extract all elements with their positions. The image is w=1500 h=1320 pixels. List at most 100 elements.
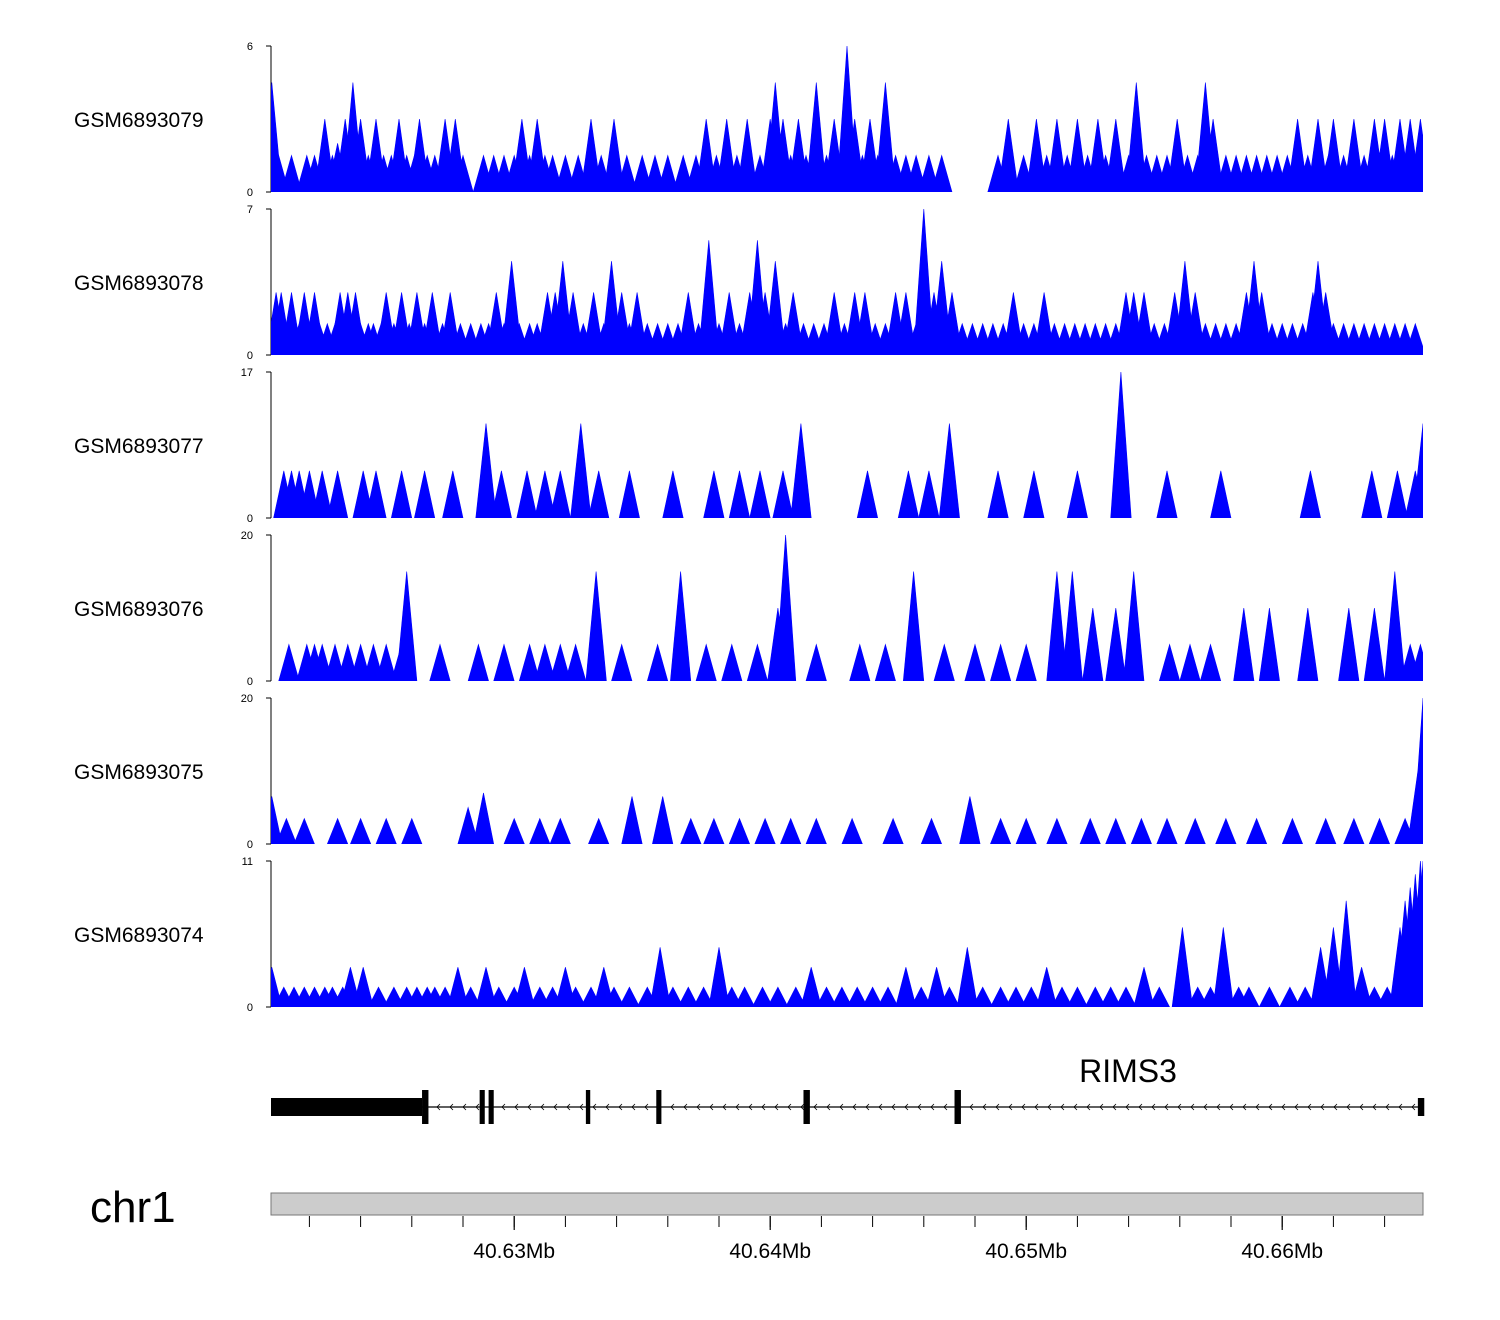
strand-arrow [696, 1103, 701, 1111]
strand-arrow [982, 1103, 987, 1111]
strand-arrow [1346, 1103, 1351, 1111]
coverage-peak [1363, 607, 1385, 681]
strand-arrow [553, 1103, 558, 1111]
coverage-peak [1015, 643, 1037, 681]
coverage-peak [649, 947, 671, 1007]
coverage-peak [1133, 967, 1155, 1007]
coverage-peak [447, 967, 469, 1007]
strand-arrow [1112, 1103, 1117, 1111]
strand-arrow [566, 1103, 571, 1111]
coverage-peak [1179, 643, 1201, 681]
coverage-peak [815, 986, 838, 1007]
axis-tick-label: 40.63Mb [473, 1240, 555, 1263]
coverage-peak [570, 423, 592, 518]
coverage-peak [367, 986, 390, 1007]
chromosome-label: chr1 [90, 1183, 176, 1232]
coverage-peak [1258, 607, 1280, 681]
coverage-peak [1210, 470, 1232, 518]
peaks [273, 371, 1423, 518]
strand-arrow [1164, 1103, 1169, 1111]
strand-arrow [826, 1103, 831, 1111]
track-GSM6893075: GSM6893075 20 0 [74, 693, 1423, 851]
coverage-peak [534, 470, 556, 518]
coverage-peak [549, 817, 571, 844]
coverage-peak [621, 796, 643, 844]
coverage-peak [1051, 986, 1073, 1007]
strand-arrow [709, 1103, 714, 1111]
strand-arrow [735, 1103, 740, 1111]
coverage-peak [1171, 927, 1193, 1007]
y-tick-label-min: 0 [247, 513, 253, 525]
coverage-peak [1294, 986, 1316, 1007]
strand-arrow [1411, 1103, 1416, 1111]
strand-arrow [774, 1103, 779, 1111]
strand-arrow [1372, 1103, 1377, 1111]
coverage-peak [1125, 82, 1147, 192]
coverage-peak [1046, 817, 1068, 844]
coverage-peak [565, 986, 587, 1007]
coverage-peak [549, 643, 571, 681]
strand-arrow [865, 1103, 870, 1111]
coverage-peak [997, 118, 1019, 192]
coverage-peak [513, 967, 536, 1007]
coverage-peak [956, 947, 978, 1007]
strand-arrow [1268, 1103, 1273, 1111]
strand-arrow [800, 1103, 805, 1111]
coverage-peak [1084, 986, 1106, 1007]
coverage-peak [670, 571, 692, 681]
coverage-peak [754, 817, 776, 844]
coverage-peak [990, 643, 1012, 681]
coverage-peak [1279, 986, 1301, 1007]
coverage-peak [874, 643, 896, 681]
y-tick-label-max: 7 [247, 204, 253, 216]
strand-arrow [904, 1103, 909, 1111]
strand-arrow [1021, 1103, 1026, 1111]
strand-arrow [1125, 1103, 1130, 1111]
strand-arrow [813, 1103, 818, 1111]
coverage-peak [785, 986, 807, 1007]
coverage-peak [693, 986, 715, 1007]
strand-arrow [683, 1103, 688, 1111]
coverage-peak [401, 817, 423, 844]
exon [479, 1090, 485, 1124]
coverage-peak [1066, 986, 1088, 1007]
coverage-peak [831, 986, 853, 1007]
coverage-peak [897, 470, 920, 518]
coverage-peak [938, 423, 960, 518]
coverage-peak [918, 470, 940, 518]
track-label: GSM6893075 [74, 761, 204, 784]
strand-arrow [748, 1103, 753, 1111]
coverage-peak [1246, 817, 1268, 844]
track-GSM6893077: GSM6893077 17 0 [74, 367, 1423, 525]
coverage-peak [588, 470, 610, 518]
strand-arrow [787, 1103, 792, 1111]
coverage-peak [442, 470, 464, 518]
coverage-peak [1338, 607, 1360, 681]
track-GSM6893074: GSM6893074 11 0 [74, 856, 1423, 1014]
coverage-peak [549, 470, 571, 518]
strand-arrow [475, 1103, 480, 1111]
coverage-peak [475, 423, 497, 518]
coverage-peak [1020, 986, 1042, 1007]
coverage-peak [1412, 860, 1423, 1007]
exon [803, 1090, 810, 1124]
coverage-peak [1082, 607, 1104, 681]
strand-arrow [501, 1103, 506, 1111]
strand-arrow [1385, 1103, 1390, 1111]
strand-arrow [1034, 1103, 1039, 1111]
strand-arrow [1047, 1103, 1052, 1111]
coverage-peak [1023, 470, 1045, 518]
coverage-peak [396, 571, 418, 681]
coverage-peak [1036, 967, 1058, 1007]
strand-arrow [1294, 1103, 1299, 1111]
coverage-peak [1105, 607, 1127, 681]
strand-arrow [917, 1103, 922, 1111]
coverage-peak [1299, 470, 1321, 518]
y-tick-label-min: 0 [247, 187, 253, 199]
coverage-peak [616, 154, 638, 192]
coverage-peak [1297, 607, 1319, 681]
coverage-peak [1343, 817, 1365, 844]
strand-arrow [449, 1103, 454, 1111]
y-tick-label-max: 20 [241, 530, 253, 542]
gene-track: RIMS3 [271, 1053, 1425, 1124]
